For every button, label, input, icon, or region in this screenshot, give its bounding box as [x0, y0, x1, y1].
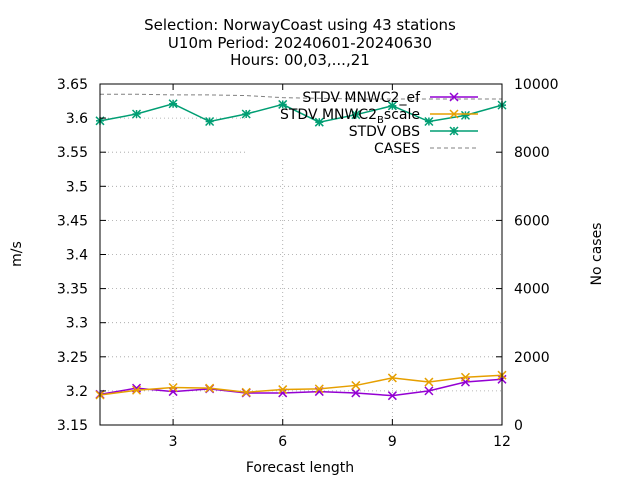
y-tick-label: 3.4: [66, 248, 88, 264]
marker-stroke: [449, 92, 459, 102]
x-tick-label: 9: [388, 434, 397, 450]
y-tick-label: 3.35: [57, 282, 88, 298]
y-tick-label: 3.5: [66, 179, 88, 195]
y-tick-label: 3.55: [57, 145, 88, 161]
x-tick-label: 12: [493, 434, 511, 450]
title-line-3: Hours: 00,03,...,21: [230, 51, 370, 69]
y2-tick-label: 4000: [514, 282, 550, 298]
marker-stroke: [424, 377, 434, 387]
legend-label: STDV OBS: [349, 124, 420, 140]
y-tick-label: 3.15: [57, 418, 88, 434]
y-tick-label: 3.3: [66, 316, 88, 332]
marker-stroke: [168, 382, 178, 393]
marker-stroke: [278, 388, 288, 398]
series-line: [99, 374, 503, 396]
marker-stroke: [387, 373, 397, 383]
marker-stroke: [424, 386, 434, 396]
legend-label: STDV MNWC2_ef: [302, 90, 421, 106]
y-tick-label: 3.25: [57, 350, 88, 366]
y-tick-label: 3.65: [57, 77, 88, 93]
marker-stroke: [241, 387, 251, 397]
marker-stroke: [351, 388, 361, 398]
y2-tick-label: 10000: [514, 77, 559, 93]
y2-tick-label: 6000: [514, 213, 550, 229]
y2-tick-label: 2000: [514, 350, 550, 366]
x-tick-label: 3: [169, 434, 178, 450]
y2-axis-label: No cases: [589, 223, 605, 286]
series-stdv-mnwc2-bscale: [95, 370, 507, 400]
y2-tick-label: 0: [514, 418, 523, 434]
x-tick-label: 6: [278, 434, 287, 450]
marker-stroke: [278, 385, 288, 395]
marker-stroke: [132, 385, 142, 395]
series-layer: [95, 93, 507, 401]
marker-stroke: [168, 387, 178, 397]
y2-tick-label: 8000: [514, 145, 550, 161]
y-axis-label: m/s: [9, 241, 25, 267]
ticks: 3.15 3.2 3.25 3.3 3.35 3.4 3.45 3.5 3.55 3.6 3.65 3…: [57, 77, 559, 450]
marker-stroke: [449, 109, 459, 119]
title-line-2: U10m Period: 20240601-20240630: [168, 34, 432, 52]
marker-stroke: [314, 384, 324, 394]
chart-title: Selection: NorwayCoast using 43 stations…: [144, 16, 456, 69]
marker-stroke: [460, 372, 470, 382]
series-line: [99, 102, 503, 123]
series-line: [99, 378, 503, 397]
title-line-1: Selection: NorwayCoast using 43 stations: [144, 16, 456, 34]
marker-stroke: [387, 391, 397, 401]
legend-label: STDV MNWC2Bscale: [280, 107, 420, 126]
marker-stroke: [351, 380, 361, 390]
y-tick-label: 3.2: [66, 384, 88, 400]
legend-label: CASES: [374, 141, 420, 157]
grid: [100, 117, 502, 425]
y-tick-label: 3.45: [57, 213, 88, 229]
y-tick-label: 3.6: [66, 111, 88, 127]
marker-stroke: [205, 383, 215, 393]
x-axis-label: Forecast length: [246, 460, 354, 476]
series-stdv-mnwc2-ef: [95, 374, 507, 401]
